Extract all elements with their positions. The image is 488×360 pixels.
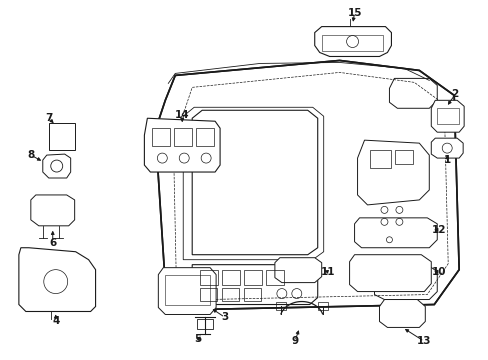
Polygon shape xyxy=(430,100,463,132)
Bar xyxy=(265,270,283,285)
Text: 14: 14 xyxy=(175,110,189,120)
Polygon shape xyxy=(354,218,436,248)
Polygon shape xyxy=(144,118,220,172)
Polygon shape xyxy=(31,195,75,226)
Bar xyxy=(395,150,412,164)
Polygon shape xyxy=(19,248,95,311)
Text: 8: 8 xyxy=(27,150,34,160)
Bar xyxy=(196,128,214,146)
Text: 9: 9 xyxy=(291,336,298,346)
Text: 13: 13 xyxy=(416,336,431,346)
Bar xyxy=(200,288,217,301)
Polygon shape xyxy=(155,60,458,310)
Polygon shape xyxy=(379,300,425,328)
Bar xyxy=(275,302,285,310)
Bar xyxy=(197,319,213,329)
Polygon shape xyxy=(274,258,321,283)
Bar xyxy=(317,302,327,310)
Text: 12: 12 xyxy=(431,225,446,235)
Bar xyxy=(244,288,261,301)
Text: 15: 15 xyxy=(346,8,361,18)
Polygon shape xyxy=(430,138,462,158)
Polygon shape xyxy=(349,255,430,292)
Bar xyxy=(244,270,262,285)
Polygon shape xyxy=(42,154,71,178)
Bar xyxy=(152,128,170,146)
Text: 6: 6 xyxy=(49,238,56,248)
Bar xyxy=(369,150,390,168)
Text: 3: 3 xyxy=(221,312,228,323)
Bar xyxy=(222,288,239,301)
Polygon shape xyxy=(314,27,390,57)
Bar xyxy=(200,270,218,285)
Bar xyxy=(174,128,192,146)
Text: 7: 7 xyxy=(45,113,52,123)
Text: 1: 1 xyxy=(443,155,450,165)
Text: 4: 4 xyxy=(52,316,60,327)
Text: 10: 10 xyxy=(431,267,446,276)
Text: 11: 11 xyxy=(320,267,334,276)
Bar xyxy=(222,270,240,285)
Polygon shape xyxy=(158,268,216,315)
Text: 2: 2 xyxy=(450,89,458,99)
Text: 5: 5 xyxy=(194,334,202,345)
Polygon shape xyxy=(49,123,75,150)
